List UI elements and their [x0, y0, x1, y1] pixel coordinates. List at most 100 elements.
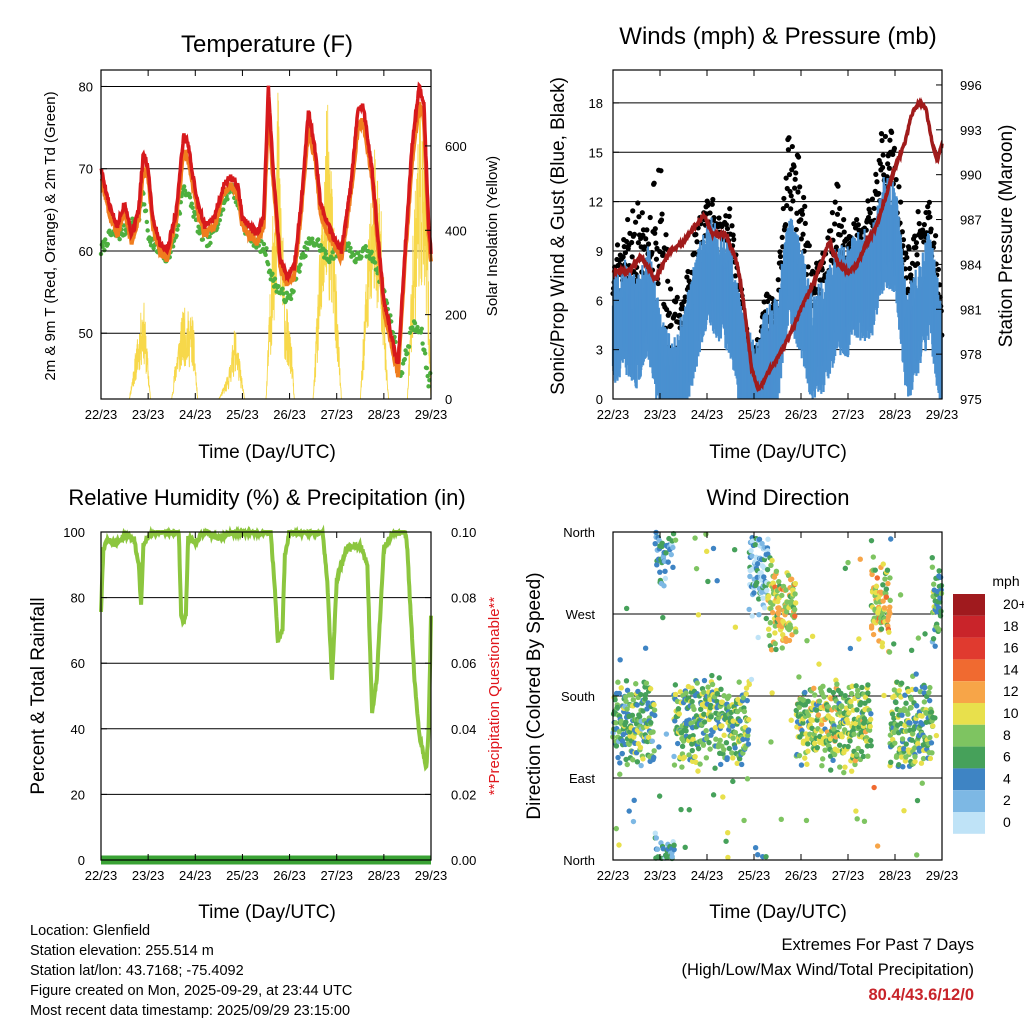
direction-point	[914, 797, 921, 804]
direction-point	[791, 606, 798, 613]
gust-point	[674, 294, 680, 300]
legend-swatch	[953, 790, 985, 812]
direction-point	[898, 754, 905, 760]
direction-point	[873, 583, 880, 589]
direction-point	[737, 718, 743, 724]
direction-point	[669, 854, 675, 860]
direction-point	[796, 674, 802, 680]
direction-point	[677, 689, 684, 695]
direction-point	[640, 756, 646, 762]
direction-point	[845, 559, 851, 566]
direction-point	[744, 776, 751, 782]
direction-point	[905, 711, 911, 717]
direction-point	[922, 631, 928, 637]
direction-point	[792, 613, 798, 619]
gust-point	[927, 214, 933, 220]
direction-point	[811, 685, 817, 691]
winds-frame	[612, 69, 943, 400]
direction-point	[881, 605, 888, 611]
dewpoint-point	[426, 384, 431, 389]
direction-point	[671, 842, 677, 848]
direction-point	[853, 683, 859, 689]
direction-panel: Wind Direction Time (Day/UTC) Direction …	[524, 485, 1024, 923]
gust-point	[926, 199, 933, 205]
direction-point	[854, 707, 860, 713]
dewpoint-point	[174, 233, 179, 239]
direction-point	[659, 540, 665, 546]
humidity-left-tick-label: 40	[71, 722, 85, 737]
gust-point	[652, 226, 658, 232]
winds-x-tick-label: 26/23	[785, 407, 818, 422]
direction-point	[860, 753, 867, 760]
gust-point	[832, 221, 838, 227]
direction-point	[839, 703, 845, 710]
direction-point	[887, 575, 893, 581]
extremes-value: 80.4/43.6/12/0	[868, 986, 974, 1004]
winds-panel: Winds (mph) & Pressure (mb) Time (Day/UT…	[548, 23, 1017, 463]
direction-point	[887, 597, 893, 604]
direction-point	[689, 747, 695, 754]
temperature-x-tick-label: 25/23	[226, 407, 259, 422]
dewpoint-point	[148, 243, 154, 248]
direction-point	[745, 732, 751, 739]
gust-point	[865, 214, 872, 221]
direction-point	[678, 806, 684, 813]
direction-point	[786, 637, 793, 644]
direction-point	[788, 598, 795, 604]
direction-point	[918, 760, 925, 766]
direction-point	[613, 825, 620, 832]
gust-point	[884, 174, 890, 180]
gust-point	[791, 163, 797, 170]
direction-point	[847, 738, 853, 744]
direction-point	[792, 591, 798, 597]
dewpoint-point	[400, 370, 405, 376]
direction-point	[714, 578, 720, 584]
direction-point	[902, 758, 909, 764]
humidity-right-tick-label: 0.10	[451, 525, 476, 540]
dewpoint-point	[105, 241, 110, 247]
direction-point	[872, 567, 878, 573]
direction-point	[765, 593, 772, 599]
direction-point	[650, 729, 656, 735]
gust-point	[920, 227, 926, 233]
direction-point	[842, 692, 848, 699]
dewpoint-point	[288, 293, 293, 298]
gust-point	[838, 223, 845, 229]
direction-point	[891, 641, 897, 647]
gust-point	[632, 219, 639, 225]
gust-point	[769, 295, 775, 302]
direction-point	[719, 723, 725, 729]
direction-point	[681, 754, 688, 761]
humidity-right-tick-label: 0.04	[451, 722, 476, 737]
direction-point	[626, 808, 632, 814]
direction-point	[637, 744, 644, 751]
recent-data-text: Most recent data timestamp: 2025/09/29 2…	[30, 1003, 351, 1019]
direction-x-tick-label: 23/23	[644, 868, 677, 883]
humidity-x-tick-label: 24/23	[179, 868, 212, 883]
gust-point	[614, 242, 621, 248]
winds-xlabel: Time (Day/UTC)	[709, 442, 847, 463]
direction-point	[651, 707, 658, 713]
direction-point	[631, 797, 637, 804]
direction-point	[874, 575, 880, 581]
direction-point	[900, 764, 906, 770]
winds-x-tick-label: 23/23	[644, 407, 677, 422]
direction-point	[686, 752, 692, 758]
dewpoint-point	[402, 356, 407, 362]
direction-point	[879, 643, 885, 650]
gust-point	[835, 183, 841, 189]
direction-point	[645, 700, 651, 706]
dewpoint-point	[190, 205, 195, 211]
direction-point	[819, 763, 825, 769]
gust-point	[812, 290, 818, 296]
direction-point	[886, 629, 892, 635]
direction-point	[623, 719, 629, 725]
gust-point	[925, 204, 931, 210]
direction-tick-label: South	[561, 689, 595, 704]
humidity-x-tick-label: 27/23	[320, 868, 353, 883]
direction-point	[783, 587, 789, 593]
gust-point	[793, 226, 799, 233]
direction-point	[888, 536, 894, 542]
humidity-x-tick-label: 29/23	[415, 868, 448, 883]
direction-point	[770, 580, 776, 586]
